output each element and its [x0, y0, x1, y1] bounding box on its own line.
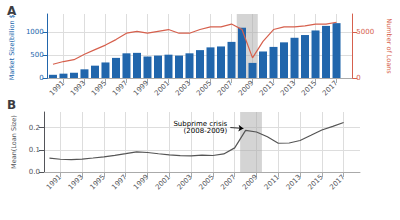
svg-text:2013: 2013	[279, 79, 297, 97]
svg-text:2007: 2007	[219, 173, 237, 191]
svg-text:2001: 2001	[154, 173, 172, 191]
svg-text:Market Size(billion $): Market Size(billion $)	[8, 12, 16, 80]
svg-text:2003: 2003	[176, 173, 194, 191]
svg-text:Mean(Loan Size): Mean(Loan Size)	[10, 115, 18, 169]
svg-text:1991: 1991	[45, 173, 63, 191]
svg-text:2017: 2017	[328, 173, 346, 191]
svg-text:0: 0	[39, 74, 43, 82]
svg-text:Number of Loans: Number of Loans	[385, 18, 393, 74]
svg-text:2003: 2003	[174, 79, 192, 97]
svg-text:0.1: 0.1	[29, 146, 40, 154]
svg-text:1993: 1993	[69, 79, 87, 97]
svg-text:B: B	[7, 98, 16, 112]
svg-text:500: 500	[30, 51, 43, 59]
svg-text:5000: 5000	[356, 28, 374, 36]
svg-text:0.0: 0.0	[29, 168, 40, 176]
svg-text:Subprime crisis: Subprime crisis	[173, 120, 228, 129]
svg-text:1999: 1999	[132, 173, 150, 191]
svg-text:A: A	[7, 4, 17, 18]
svg-text:2013: 2013	[285, 173, 303, 191]
svg-text:(2008-2009): (2008-2009)	[184, 127, 228, 135]
svg-text:0.2: 0.2	[29, 124, 40, 132]
svg-text:2011: 2011	[258, 79, 276, 97]
svg-text:2011: 2011	[263, 173, 281, 191]
svg-text:1995: 1995	[89, 173, 107, 191]
svg-text:1991: 1991	[48, 79, 66, 97]
svg-text:1997: 1997	[111, 79, 129, 97]
svg-text:1995: 1995	[90, 79, 108, 97]
svg-text:2009: 2009	[241, 173, 259, 191]
svg-text:1000: 1000	[26, 28, 44, 36]
svg-text:2007: 2007	[216, 79, 234, 97]
svg-text:2017: 2017	[321, 79, 339, 97]
svg-text:1997: 1997	[110, 173, 128, 191]
svg-text:2005: 2005	[197, 173, 215, 191]
svg-text:0: 0	[356, 74, 360, 82]
svg-text:2001: 2001	[153, 79, 171, 97]
svg-text:1993: 1993	[67, 173, 85, 191]
svg-text:1999: 1999	[132, 79, 150, 97]
svg-text:2009: 2009	[237, 79, 255, 97]
svg-text:2015: 2015	[306, 173, 324, 191]
svg-text:2015: 2015	[300, 79, 318, 97]
svg-text:2005: 2005	[195, 79, 213, 97]
